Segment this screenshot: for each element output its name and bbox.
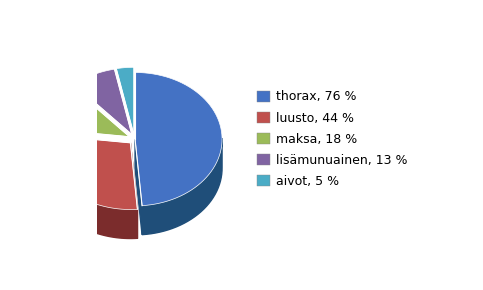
Polygon shape (74, 69, 132, 135)
Polygon shape (43, 87, 129, 137)
Polygon shape (116, 67, 134, 134)
Polygon shape (135, 72, 222, 206)
Legend: thorax, 76 %, luusto, 44 %, maksa, 18 %, lisämunuainen, 13 %, aivot, 5 %: thorax, 76 %, luusto, 44 %, maksa, 18 %,… (254, 87, 412, 192)
Polygon shape (43, 135, 138, 209)
Polygon shape (43, 143, 138, 238)
Polygon shape (135, 139, 142, 235)
Polygon shape (142, 138, 222, 235)
Polygon shape (130, 143, 138, 238)
